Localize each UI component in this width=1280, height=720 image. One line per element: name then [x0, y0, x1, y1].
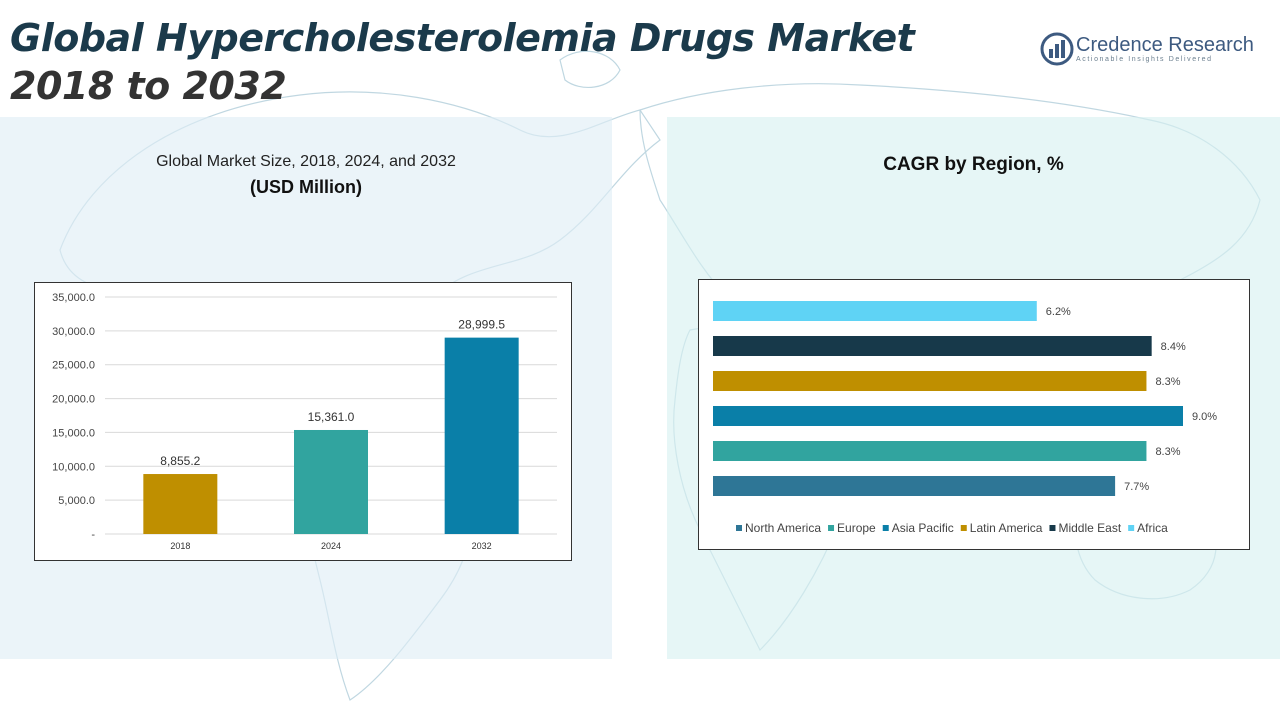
x-tick-label: 2018 [170, 541, 190, 551]
bar-asia-pacific [713, 406, 1183, 426]
bar-value-label: 6.2% [1046, 306, 1071, 318]
legend-swatch [1049, 525, 1056, 531]
legend-swatch [736, 525, 742, 531]
y-tick-label: 10,000.0 [52, 461, 95, 473]
bar-2018 [143, 474, 218, 534]
bar-middle-east [713, 336, 1152, 356]
legend-label: North America [745, 521, 821, 535]
y-tick-label: 15,000.0 [52, 427, 95, 439]
legend-label: Middle East [1058, 521, 1121, 535]
title-line-2: 2018 to 2032 [10, 64, 287, 108]
legend-swatch [960, 525, 967, 531]
bar-europe [713, 441, 1147, 461]
x-tick-label: 2024 [321, 541, 341, 551]
y-tick-label: 20,000.0 [52, 394, 95, 406]
legend-swatch [828, 525, 835, 531]
bar-value-label: 7.7% [1124, 481, 1149, 493]
x-tick-label: 2032 [472, 541, 492, 551]
y-tick-label: 30,000.0 [52, 326, 95, 338]
bar-value-label: 28,999.5 [458, 318, 505, 332]
page-title: Global Hypercholesterolemia Drugs Market… [10, 14, 915, 110]
legend-label: Africa [1137, 521, 1168, 535]
brand-tagline: Actionable Insights Delivered [1076, 56, 1213, 63]
cagr-title: CAGR by Region, % [883, 154, 1064, 175]
bar-value-label: 9.0% [1192, 411, 1217, 423]
bar-north-america [713, 476, 1116, 496]
brand-logo-icon [1040, 32, 1074, 66]
bar-2024 [294, 429, 368, 534]
legend-label: Latin America [970, 521, 1043, 535]
legend-label: Europe [837, 521, 876, 535]
bar-value-label: 8.3% [1155, 376, 1180, 388]
brand-name: Credence Research [1076, 34, 1254, 56]
cagr-chart-svg: 6.2% 8.4% 8.3% 9.0% 8.3% 7.7% North America Eur… [713, 301, 1217, 535]
bar-2032 [444, 337, 519, 534]
legend-swatch [1128, 525, 1135, 531]
cagr-chart: 6.2% 8.4% 8.3% 9.0% 8.3% 7.7% North America Eur… [698, 279, 1250, 550]
legend-swatch [882, 525, 889, 531]
bar-value-label: 15,361.0 [308, 410, 355, 424]
market-size-unit: (USD Million) [250, 177, 362, 197]
title-line-1: Global Hypercholesterolemia Drugs Market [10, 16, 915, 60]
bar-latin-america [713, 371, 1147, 391]
bar-africa [713, 301, 1037, 321]
market-size-chart: - 5,000.0 10,000.0 15,000.0 20,000.0 25,000.0… [34, 282, 572, 561]
market-size-chart-svg: - 5,000.0 10,000.0 15,000.0 20,000.0 25,000.0… [52, 292, 557, 551]
y-tick-label: 5,000.0 [58, 495, 95, 507]
bar-value-label: 8,855.2 [160, 454, 200, 468]
legend-label: Asia Pacific [892, 521, 954, 535]
bar-value-label: 8.3% [1155, 446, 1180, 458]
bar-value-label: 8.4% [1161, 341, 1186, 353]
market-size-subtitle: Global Market Size, 2018, 2024, and 2032 [156, 153, 456, 170]
brand-logo: Credence Research Actionable Insights De… [1040, 32, 1255, 68]
y-tick-label: - [91, 529, 95, 541]
y-tick-label: 35,000.0 [52, 292, 95, 304]
y-tick-label: 25,000.0 [52, 360, 95, 372]
